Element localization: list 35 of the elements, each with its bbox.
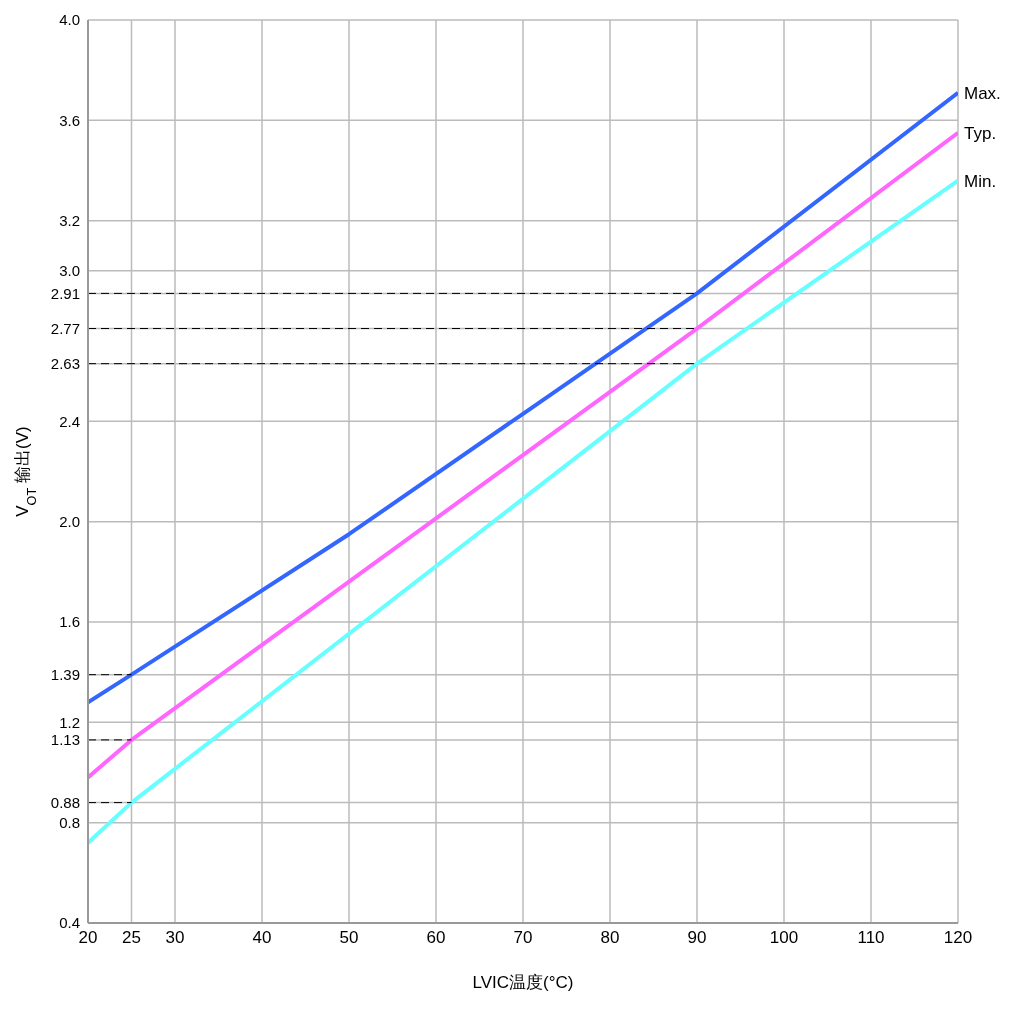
y-tick-label: 4.0 xyxy=(59,11,80,29)
x-tick-label: 20 xyxy=(78,928,98,948)
y-tick-label: 2.77 xyxy=(50,319,80,337)
y-tick-label: 1.6 xyxy=(59,613,80,631)
y-tick-label: 1.2 xyxy=(59,713,80,731)
series-label: Max. xyxy=(964,83,1001,103)
x-axis-title: LVIC温度(°C) xyxy=(472,973,574,992)
line-series xyxy=(88,90,958,705)
x-tick-label: 110 xyxy=(857,928,885,948)
x-tick-label: 30 xyxy=(165,928,185,948)
x-tick-label: 120 xyxy=(943,928,973,948)
series-label: Min. xyxy=(964,171,997,191)
y-tick-label: 2.0 xyxy=(59,512,80,530)
y-tick-label: 1.13 xyxy=(50,731,80,749)
y-tick-label: 3.2 xyxy=(59,211,80,229)
y-tick-label: 3.6 xyxy=(59,111,80,129)
x-tick-label: 80 xyxy=(600,928,620,948)
y-tick-label: 0.88 xyxy=(50,793,80,811)
x-tick-label: 90 xyxy=(687,928,707,948)
x-tick-label: 70 xyxy=(513,928,533,948)
x-tick-label: 50 xyxy=(339,928,359,948)
y-tick-label: 2.63 xyxy=(50,354,80,372)
x-tick-label: 40 xyxy=(252,928,272,948)
y-tick-label: 2.4 xyxy=(59,412,80,430)
x-tick-label: 60 xyxy=(426,928,446,948)
y-tick-label: 1.39 xyxy=(50,666,80,683)
y-tick-label: 0.8 xyxy=(59,813,80,831)
line-series xyxy=(88,130,958,780)
x-tick-label: 100 xyxy=(769,928,799,948)
y-tick-label: 2.91 xyxy=(50,284,80,302)
series-label: Typ. xyxy=(964,123,997,143)
line-series xyxy=(88,178,958,845)
y-tick-label: 3.0 xyxy=(59,262,80,280)
x-tick-label: 25 xyxy=(122,928,141,948)
y-tick-label: 0.4 xyxy=(59,914,80,932)
